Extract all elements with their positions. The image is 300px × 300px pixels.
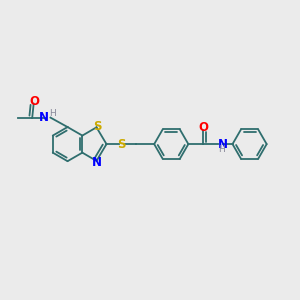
Text: N: N (218, 138, 228, 151)
Text: N: N (39, 111, 49, 124)
Text: O: O (198, 121, 208, 134)
Text: H: H (218, 145, 225, 154)
Text: O: O (29, 94, 39, 108)
Text: S: S (117, 138, 125, 151)
Text: H: H (50, 109, 56, 118)
Text: N: N (92, 156, 102, 169)
Text: S: S (93, 120, 101, 133)
